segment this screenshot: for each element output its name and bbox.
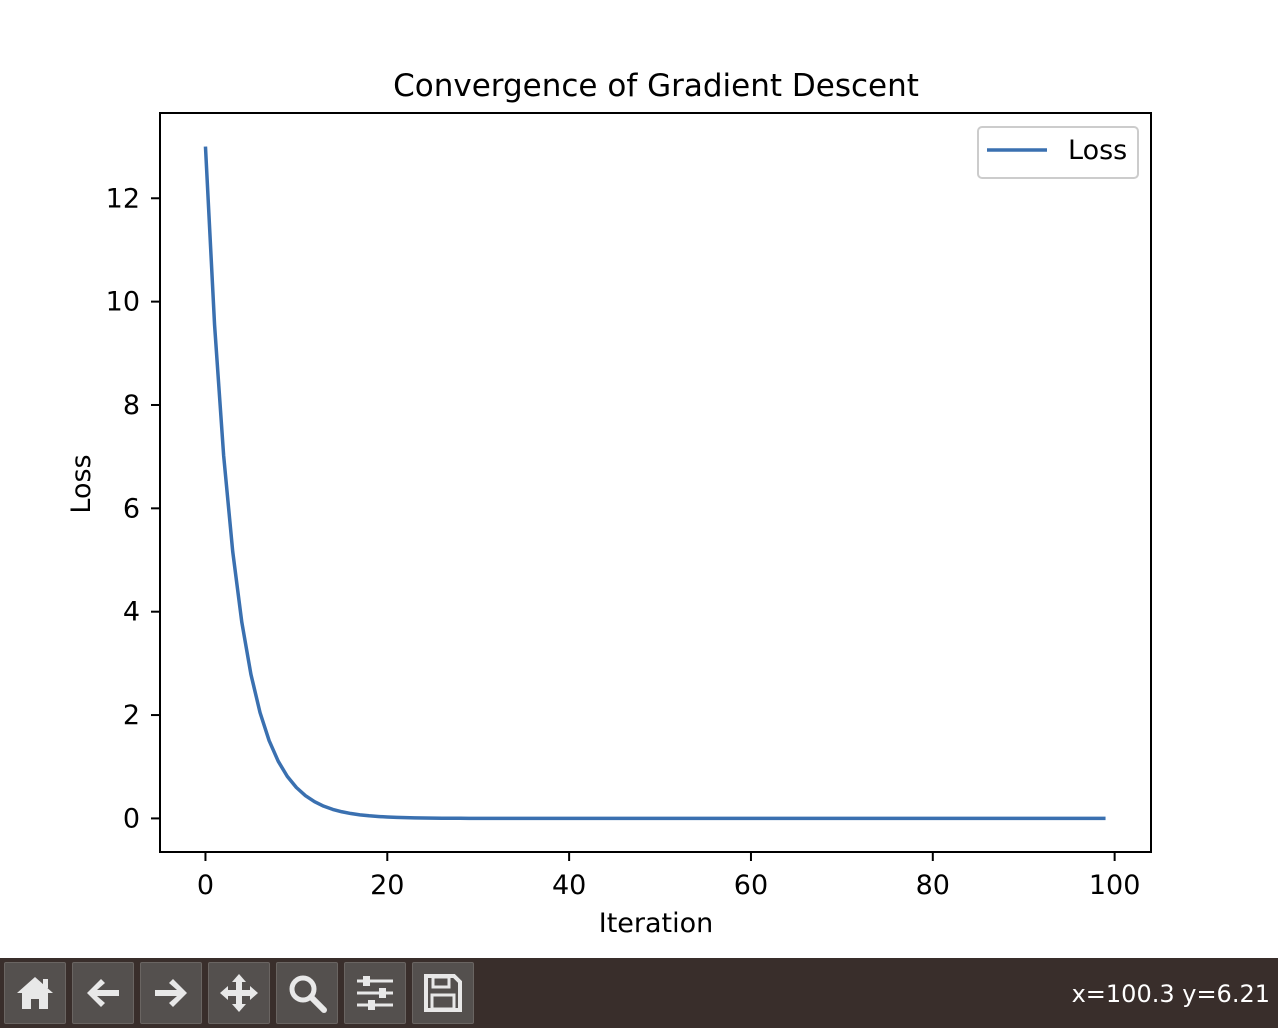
x-tick-label: 40 [552,870,586,901]
back-button[interactable] [72,962,134,1024]
legend-label-loss: Loss [1068,135,1127,166]
y-tick-label: 8 [123,390,140,421]
zoom-icon [289,975,327,1013]
y-tick-label: 4 [123,597,140,628]
y-tick-label: 2 [123,700,140,731]
y-tick-label: 12 [106,183,140,214]
forward-button[interactable] [140,962,202,1024]
legend-box [977,126,1139,179]
configure-subplots-icon [357,976,393,1010]
plot-area-frame [159,112,1152,853]
configure-subplots-button[interactable] [344,962,406,1024]
forward-arrow-icon [155,979,187,1007]
x-tick-label: 100 [1089,870,1141,901]
series-line-loss [203,146,1106,821]
zoom-button[interactable] [276,962,338,1024]
figure: Convergence of Gradient Descent 0 2 4 6 8 10 1… [66,68,1152,939]
save-button[interactable] [412,962,474,1024]
series-layer [203,146,1106,821]
x-tick-label: 20 [370,870,404,901]
x-tick-label: 60 [734,870,768,901]
legend: Loss [977,126,1139,179]
y-axis-label: Loss [66,454,97,513]
x-tick-label: 80 [916,870,950,901]
y-axis-ticks: 0 2 4 6 8 10 12 [106,183,160,834]
pan-button[interactable] [208,962,270,1024]
pan-icon [220,974,258,1012]
y-tick-label: 0 [123,803,140,834]
home-icon [17,977,53,1009]
cursor-coordinates: x=100.3 y=6.21 [1071,980,1270,1008]
chart-title: Convergence of Gradient Descent [393,68,919,104]
x-tick-label: 0 [197,870,214,901]
x-axis-label: Iteration [599,908,714,939]
y-tick-label: 10 [106,287,140,318]
save-icon [424,974,462,1012]
loss-chart: Convergence of Gradient Descent 0 2 4 6 8 10 1… [66,68,1152,939]
x-axis-ticks: 0 20 40 60 80 100 [197,852,1141,901]
navigation-toolbar: x=100.3 y=6.21 [0,958,1278,1028]
back-arrow-icon [87,979,119,1007]
y-tick-label: 6 [123,493,140,524]
home-button[interactable] [4,962,66,1024]
